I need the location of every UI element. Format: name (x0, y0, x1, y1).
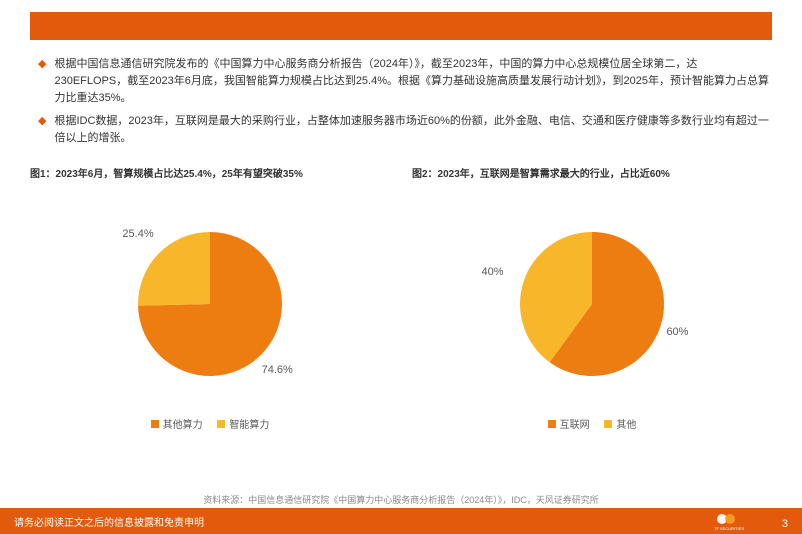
bullet-item: ◆ 根据IDC数据，2023年，互联网是最大的采购行业，占整体加速服务器市场近6… (38, 113, 770, 147)
charts-row: 图1：2023年6月，智算规模占比达25.4%，25年有望突破35% 74.6%… (30, 165, 772, 431)
chart-1-pie-wrap: 74.6% 25.4% (30, 194, 390, 414)
footer-bar: 请务必阅读正文之后的信息披露和免责申明 TF SECURITIES 3 (0, 508, 802, 534)
chart-1-slice-label-1: 25.4% (122, 228, 153, 240)
legend-label: 其他 (616, 416, 636, 431)
legend-swatch (217, 420, 225, 428)
chart-2-slice-label-0: 60% (666, 326, 688, 338)
chart-2-pie-wrap: 60% 40% (412, 194, 772, 414)
legend-label: 智能算力 (229, 416, 269, 431)
chart-2-slice-label-1: 40% (482, 266, 504, 278)
disclaimer-text: 请务必阅读正文之后的信息披露和免责申明 (14, 514, 204, 529)
slide-root: ◆ 根据中国信息通信研究院发布的《中国算力中心服务商分析报告（2024年）》，截… (0, 0, 802, 534)
chart-1: 图1：2023年6月，智算规模占比达25.4%，25年有望突破35% 74.6%… (30, 165, 390, 431)
chart-2: 图2：2023年，互联网是智算需求最大的行业，占比近60% 60% 40% 互联… (412, 165, 772, 431)
legend-swatch (604, 420, 612, 428)
legend-item: 其他算力 (151, 416, 203, 431)
chart-1-title: 图1：2023年6月，智算规模占比达25.4%，25年有望突破35% (30, 165, 390, 180)
bullet-diamond-icon: ◆ (38, 56, 46, 107)
svg-text:TF SECURITIES: TF SECURITIES (714, 526, 744, 531)
legend-item: 互联网 (548, 416, 590, 431)
legend-swatch (151, 420, 159, 428)
legend-label: 互联网 (560, 416, 590, 431)
legend-label: 其他算力 (163, 416, 203, 431)
chart-2-pie (502, 214, 682, 394)
legend-swatch (548, 420, 556, 428)
legend-item: 其他 (604, 416, 636, 431)
bullet-diamond-icon: ◆ (38, 113, 46, 147)
bullet-text: 根据中国信息通信研究院发布的《中国算力中心服务商分析报告（2024年）》，截至2… (54, 56, 770, 107)
bullet-list: ◆ 根据中国信息通信研究院发布的《中国算力中心服务商分析报告（2024年）》，截… (38, 56, 770, 153)
bullet-text: 根据IDC数据，2023年，互联网是最大的采购行业，占整体加速服务器市场近60%… (54, 113, 770, 147)
header-bar (30, 12, 772, 40)
bullet-item: ◆ 根据中国信息通信研究院发布的《中国算力中心服务商分析报告（2024年）》，截… (38, 56, 770, 107)
legend-item: 智能算力 (217, 416, 269, 431)
chart-1-slice-label-0: 74.6% (262, 364, 293, 376)
chart-2-title: 图2：2023年，互联网是智算需求最大的行业，占比近60% (412, 165, 772, 180)
page-number: 3 (782, 518, 788, 530)
chart-2-legend: 互联网 其他 (412, 416, 772, 431)
chart-1-legend: 其他算力 智能算力 (30, 416, 390, 431)
source-line: 资料来源：中国信息通信研究院《中国算力中心服务商分析报告（2024年）》，IDC… (81, 490, 721, 508)
brand-logo-icon: TF SECURITIES (714, 510, 744, 532)
